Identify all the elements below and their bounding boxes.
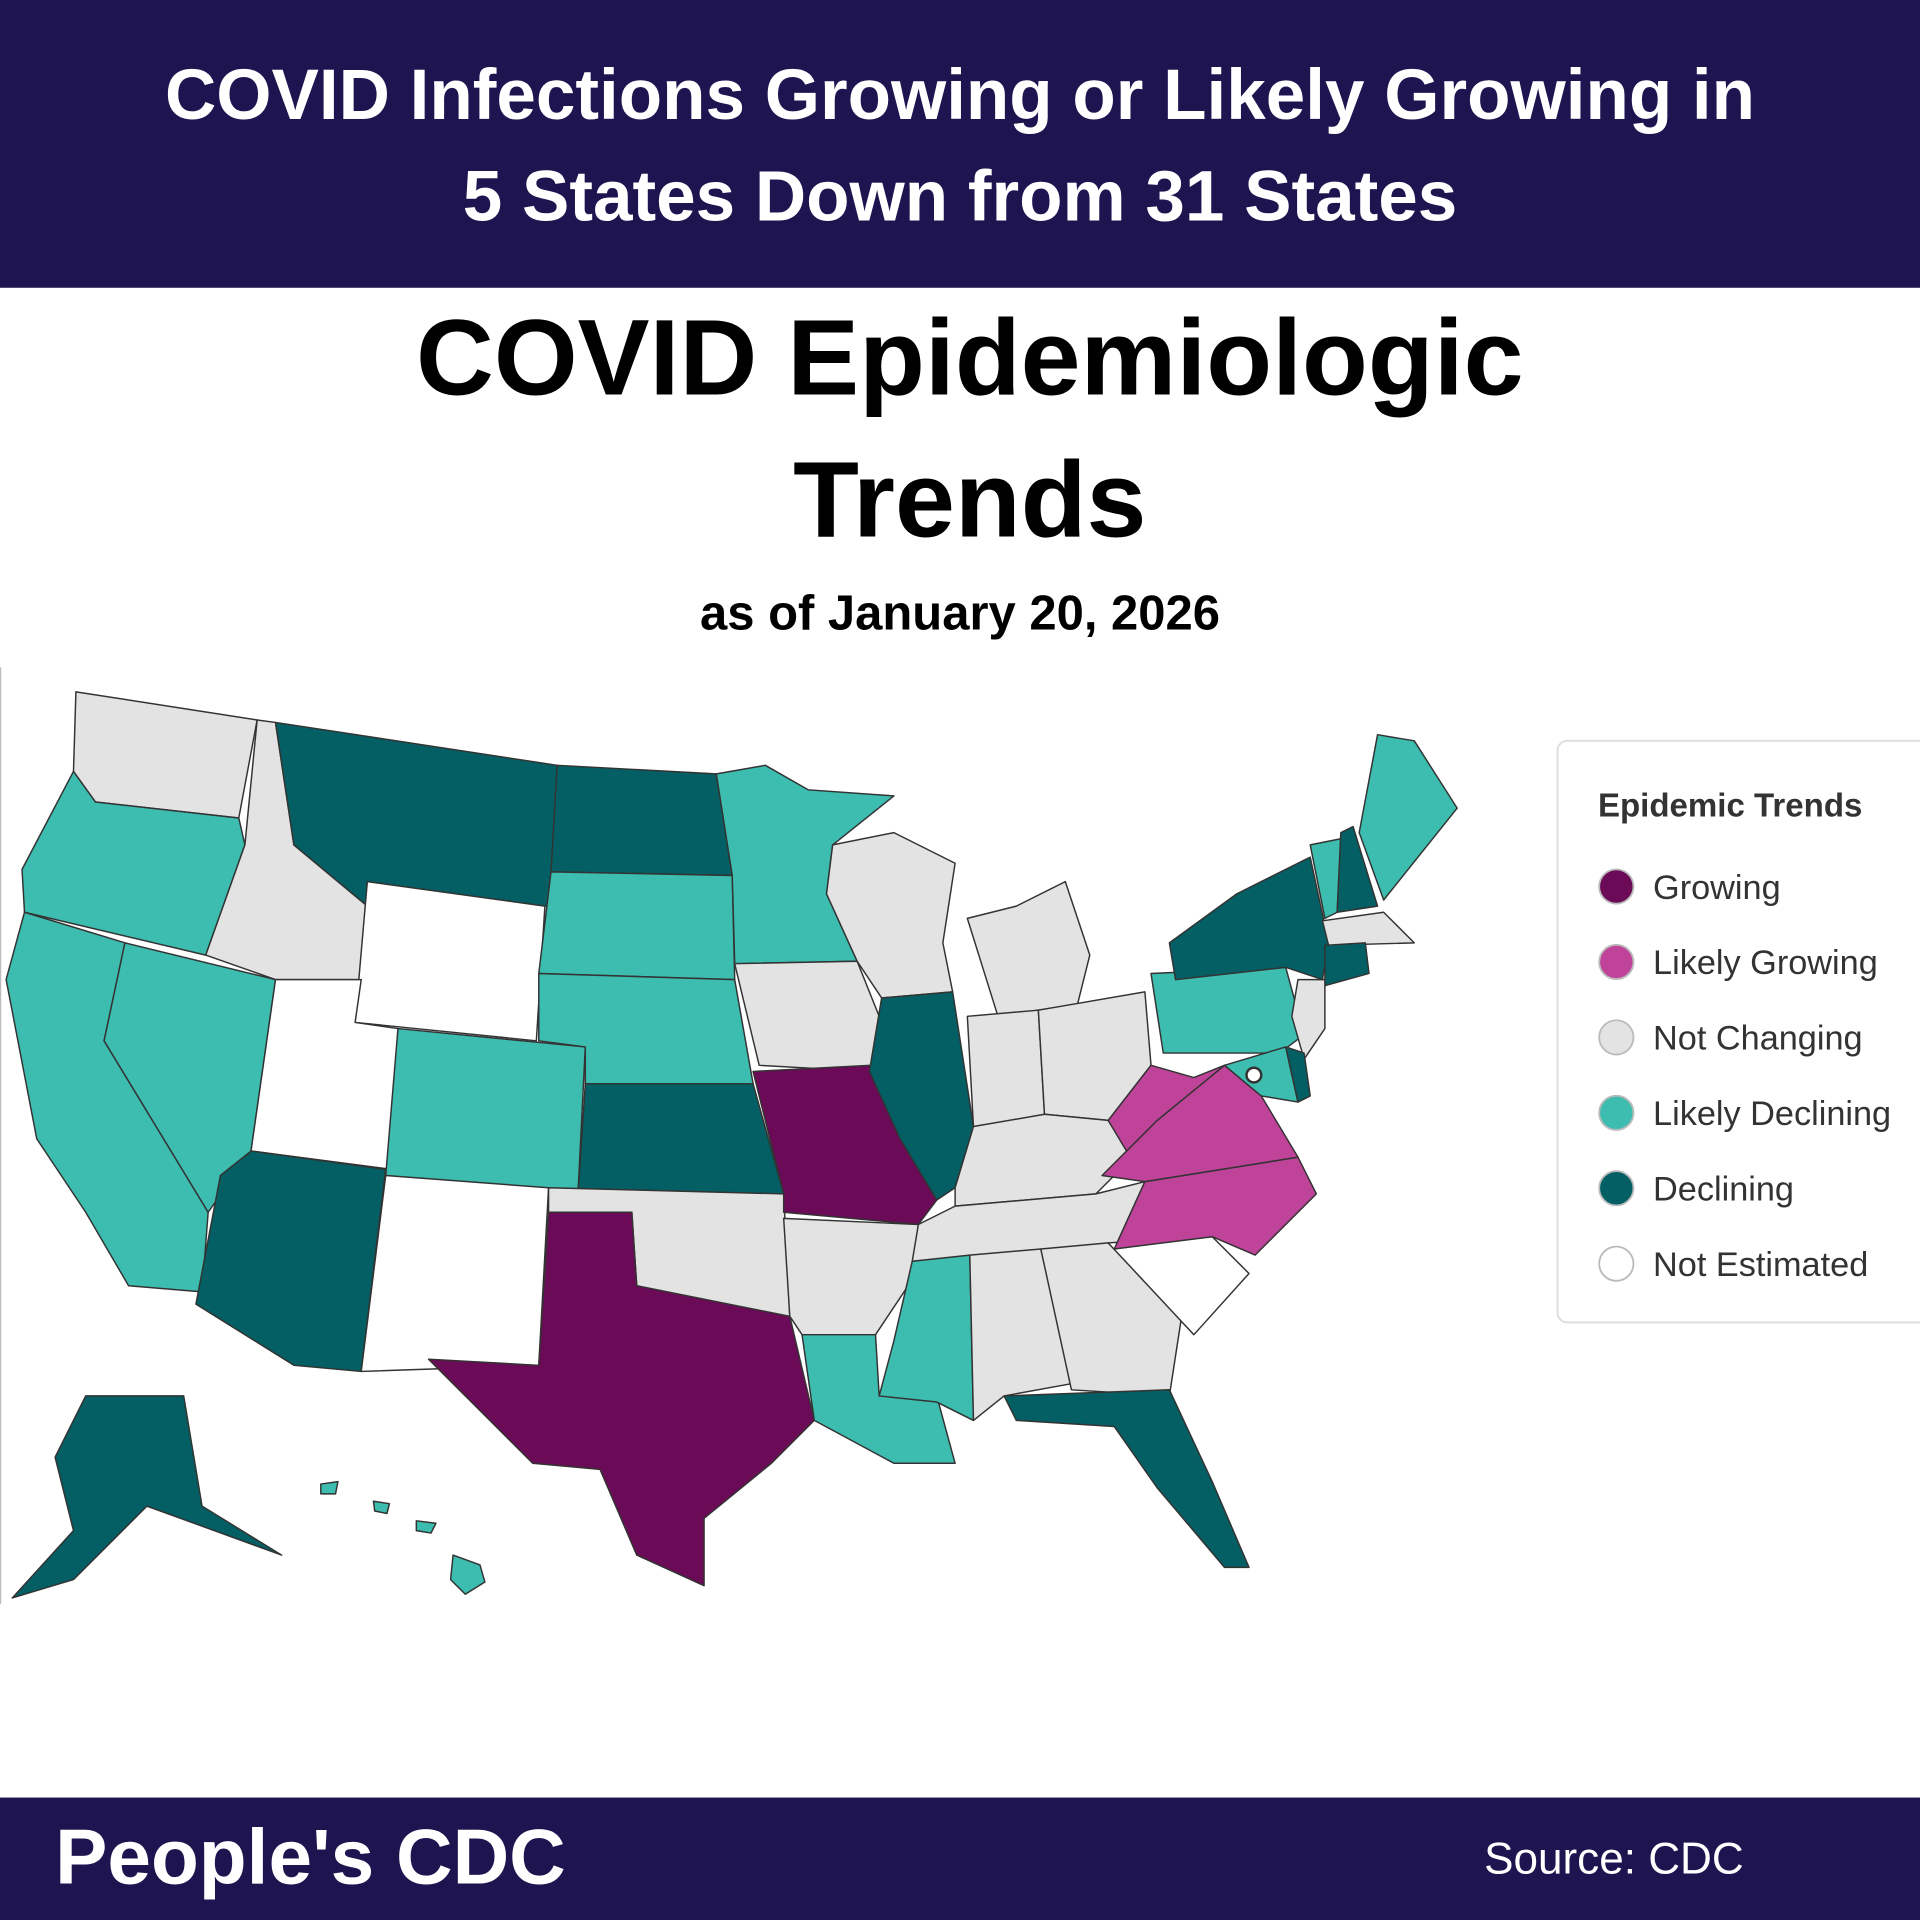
state [384,1027,587,1195]
state [354,880,546,1042]
legend-swatch [1598,1019,1635,1056]
map-subtitle: as of January 20, 2026 [700,586,1220,640]
footer-brand: People's CDC [55,1812,566,1900]
header-title: 5 States Down from 31 States [463,157,1458,236]
dc-marker [1245,1066,1263,1084]
state [1003,1389,1250,1569]
header-band [0,0,1920,288]
state [415,1520,437,1534]
state [1168,856,1330,981]
state [1321,911,1416,947]
legend-box [1556,739,1920,1324]
state [360,1174,550,1373]
legend-title: Epidemic Trends [1598,788,1862,825]
legend: Growing Likely Growing Not Changing Likely … [1598,868,1891,1284]
state [320,1480,339,1495]
legend-swatch [1598,1245,1635,1282]
state [782,1217,920,1336]
state [1336,825,1379,913]
state [72,691,258,819]
state-map [5,691,1458,1599]
state [733,960,883,1073]
state [801,1333,956,1464]
state [449,1554,486,1596]
legend-swatch [1598,943,1635,981]
state [1358,733,1458,901]
state [550,764,733,877]
legend-label: Likely Declining [1653,1095,1891,1133]
state [577,1082,785,1195]
state [1150,966,1305,1054]
legend-label: Not Changing [1653,1020,1863,1058]
map-title: COVID Epidemiologic [416,296,1524,417]
legend-label: Growing [1653,869,1781,907]
state [969,1248,1073,1422]
legend-label: Likely Growing [1653,944,1878,982]
state [195,1150,387,1373]
legend-swatch [1598,1094,1635,1131]
legend-label: Declining [1653,1170,1794,1208]
legend-label: Not Estimated [1653,1246,1868,1284]
state [372,1500,391,1515]
map-title: Trends [793,438,1146,559]
footer-source: Source: CDC [1484,1834,1744,1883]
state [11,1395,283,1599]
state [868,991,975,1201]
state [1291,978,1326,1060]
state [966,880,1091,1018]
state [1324,942,1370,987]
legend-swatch [1598,1170,1635,1207]
header-title: COVID Infections Growing or Likely Growi… [165,56,1755,135]
state [1284,1046,1311,1103]
footer-band [0,1797,1920,1920]
state [538,871,736,981]
state [427,1211,816,1587]
legend-swatch [1598,868,1635,905]
